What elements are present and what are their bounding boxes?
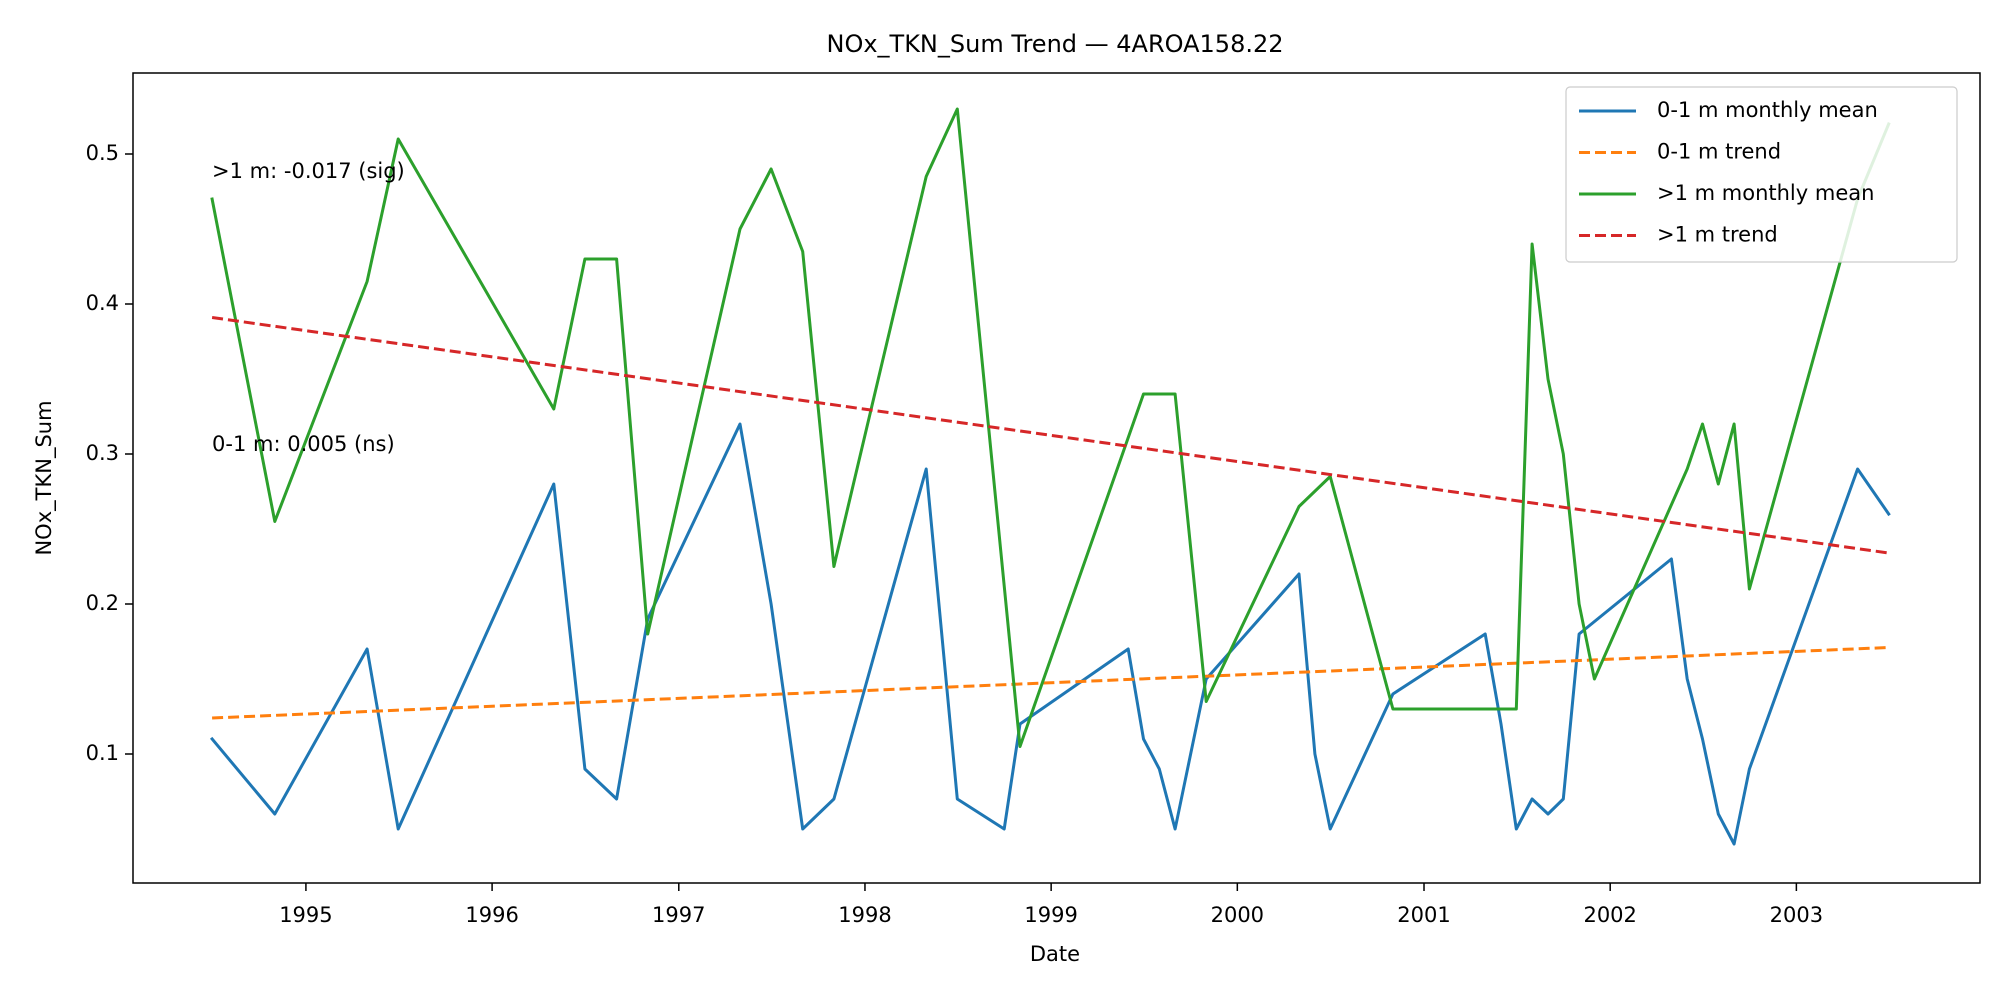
legend-label: 0-1 m trend [1657, 140, 1781, 164]
legend-label: >1 m monthly mean [1657, 181, 1874, 205]
annotation-text: 0-1 m: 0.005 (ns) [212, 432, 395, 456]
legend: 0-1 m monthly mean 0-1 m trend >1 m monthl… [1565, 86, 1958, 263]
legend-label: >1 m trend [1657, 223, 1778, 247]
x-tick-label: 1996 [465, 903, 518, 927]
x-tick-label: 2003 [1770, 903, 1823, 927]
x-tick-label: 1998 [838, 903, 891, 927]
x-tick-label: 2000 [1211, 903, 1264, 927]
annotation-text: >1 m: -0.017 (sig) [212, 159, 405, 183]
y-tick-label: 0.3 [86, 441, 119, 465]
x-tick-label: 2002 [1583, 903, 1636, 927]
x-axis-label: Date [1030, 942, 1080, 966]
y-tick-label: 0.2 [86, 591, 119, 615]
series-line-4 [211, 316, 1889, 555]
x-axis: 1995 1996 1997 1998 1999 2000 2001 2002 2003 [279, 883, 1823, 927]
y-axis: 0.1 0.2 0.3 0.4 0.5 [86, 141, 133, 765]
plot-frame [132, 72, 1981, 884]
y-tick-label: 0.4 [86, 291, 119, 315]
x-tick-label: 1995 [279, 903, 332, 927]
legend-box [1565, 86, 1958, 263]
annotation-layer: >1 m: -0.017 (sig) 0-1 m: 0.005 (ns) [212, 159, 405, 456]
series-line-3 [210, 107, 1891, 748]
legend-label: 0-1 m monthly mean [1657, 98, 1878, 122]
x-tick-label: 1999 [1024, 903, 1077, 927]
y-axis-label: NOx_TKN_Sum [32, 400, 57, 555]
y-tick-label: 0.5 [86, 141, 119, 165]
series-line-1 [209, 422, 1891, 846]
x-tick-label: 1997 [652, 903, 705, 927]
x-tick-label: 2001 [1397, 903, 1450, 927]
series-layer [209, 107, 1891, 846]
series-line-2 [212, 646, 1889, 720]
chart-title: NOx_TKN_Sum Trend — 4AROA158.22 [826, 30, 1283, 58]
y-tick-label: 0.1 [86, 741, 119, 765]
